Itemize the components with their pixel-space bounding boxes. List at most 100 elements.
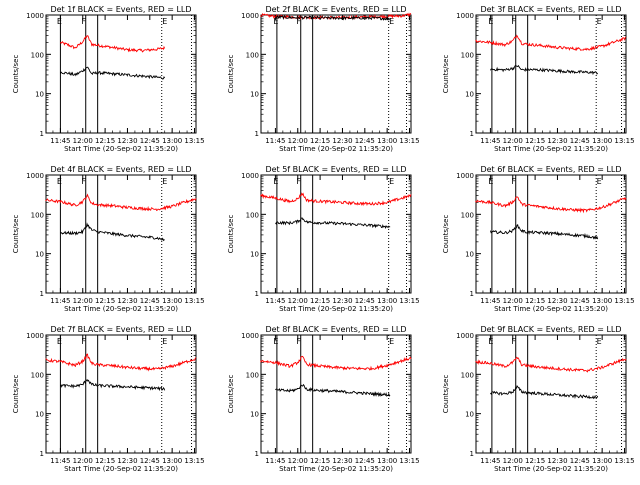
x-tick-label: 13:00 <box>377 457 397 465</box>
panel-title: Det 3f BLACK = Events, RED = LLD <box>480 5 621 14</box>
x-tick-label: 12:45 <box>570 297 590 305</box>
y-tick-label: 100 <box>246 51 259 59</box>
series-events-line <box>275 217 391 230</box>
x-axis-label: Start Time (20-Sep-02 11:35:20) <box>494 465 608 473</box>
panel-det-4: Det 4f BLACK = Events, RED = LLD 1 10 100 10… <box>12 165 205 313</box>
x-axis-label: Start Time (20-Sep-02 11:35:20) <box>494 305 608 313</box>
x-tick-label: 12:15 <box>525 137 545 145</box>
series-events-line <box>59 66 166 80</box>
series-events-line <box>60 222 165 242</box>
x-tick-label: 12:15 <box>525 457 545 465</box>
plot-frame <box>45 174 197 294</box>
y-tick-label: 1000 <box>456 332 474 340</box>
x-tick-label: 13:00 <box>592 457 612 465</box>
panel-title: Det 1f BLACK = Events, RED = LLD <box>50 5 191 14</box>
marker-label-f: F <box>296 177 301 186</box>
marker-label-dotted: E <box>389 177 394 186</box>
x-tick-label: 13:00 <box>162 137 182 145</box>
series-events-line <box>489 224 599 240</box>
y-axis-label: Counts/sec <box>12 375 20 414</box>
x-tick-label: 12:30 <box>117 457 137 465</box>
plot-frame <box>260 174 412 294</box>
plot-frame <box>45 14 197 134</box>
x-tick-label: 13:15 <box>184 457 204 465</box>
x-tick-label: 12:45 <box>140 297 160 305</box>
panel-title: Det 6f BLACK = Events, RED = LLD <box>480 165 621 174</box>
y-tick-label: 10 <box>465 251 474 259</box>
x-tick-label: 12:00 <box>73 297 93 305</box>
x-tick-label: 13:15 <box>184 297 204 305</box>
y-tick-label: 1000 <box>26 332 44 340</box>
x-tick-label: 13:00 <box>377 137 397 145</box>
x-tick-label: 12:15 <box>95 297 115 305</box>
marker-label-e: E <box>57 177 62 186</box>
x-tick-label: 12:15 <box>310 457 330 465</box>
x-tick-label: 12:45 <box>570 457 590 465</box>
marker-label-e: E <box>57 337 62 346</box>
x-tick-label: 12:45 <box>140 137 160 145</box>
y-tick-label: 10 <box>250 411 259 419</box>
panel-det-1: Det 1f BLACK = Events, RED = LLD 1 10 100 10… <box>12 5 205 153</box>
plot-frame <box>45 334 197 454</box>
x-tick-label: 11:45 <box>265 297 285 305</box>
y-axis-label: Counts/sec <box>442 215 450 254</box>
x-tick-label: 13:15 <box>614 457 634 465</box>
marker-label-f: F <box>296 17 301 26</box>
x-tick-label: 12:30 <box>332 137 352 145</box>
marker-label-f: F <box>81 177 86 186</box>
y-axis-label: Counts/sec <box>227 55 235 94</box>
x-tick-label: 12:00 <box>288 137 308 145</box>
y-tick-label: 1000 <box>456 172 474 180</box>
x-tick-label: 11:45 <box>50 137 70 145</box>
series-events-line <box>275 383 391 398</box>
x-tick-label: 12:45 <box>355 137 375 145</box>
x-tick-label: 11:45 <box>50 457 70 465</box>
x-tick-label: 13:00 <box>592 137 612 145</box>
panel-det-9: Det 9f BLACK = Events, RED = LLD 1 10 100 10… <box>442 325 635 473</box>
x-tick-label: 12:45 <box>570 137 590 145</box>
x-tick-label: 12:15 <box>95 137 115 145</box>
x-tick-label: 12:00 <box>288 297 308 305</box>
x-tick-label: 13:00 <box>592 297 612 305</box>
series-lld-line <box>260 192 412 207</box>
x-tick-label: 13:15 <box>614 137 634 145</box>
x-tick-label: 12:30 <box>332 457 352 465</box>
x-tick-label: 11:45 <box>265 457 285 465</box>
y-tick-label: 100 <box>31 51 44 59</box>
marker-label-f: F <box>296 337 301 346</box>
x-axis-label: Start Time (20-Sep-02 11:35:20) <box>279 145 393 153</box>
x-tick-label: 11:45 <box>480 137 500 145</box>
marker-label-e: E <box>488 17 493 26</box>
panel-det-6: Det 6f BLACK = Events, RED = LLD 1 10 100 10… <box>442 165 635 313</box>
x-tick-label: 13:15 <box>399 457 419 465</box>
x-tick-label: 12:30 <box>547 297 567 305</box>
panel-det-5: Det 5f BLACK = Events, RED = LLD 1 10 100 10… <box>227 165 420 313</box>
plot-frame <box>475 334 627 454</box>
x-tick-label: 13:15 <box>614 297 634 305</box>
marker-label-f: F <box>81 17 86 26</box>
x-tick-label: 12:30 <box>332 297 352 305</box>
y-tick-label: 10 <box>465 411 474 419</box>
marker-label-f: F <box>511 337 516 346</box>
marker-label-e: E <box>273 337 278 346</box>
series-lld-line <box>475 356 627 373</box>
x-tick-label: 12:15 <box>310 137 330 145</box>
series-lld-line <box>260 355 412 371</box>
x-tick-label: 13:15 <box>399 137 419 145</box>
y-tick-label: 10 <box>465 91 474 99</box>
x-tick-label: 12:00 <box>288 457 308 465</box>
marker-label-e: E <box>273 17 278 26</box>
panel-title: Det 9f BLACK = Events, RED = LLD <box>480 325 621 334</box>
y-tick-label: 1000 <box>241 172 259 180</box>
y-tick-label: 10 <box>35 411 44 419</box>
x-tick-label: 12:30 <box>547 457 567 465</box>
plot-frame <box>260 14 412 134</box>
y-tick-label: 1 <box>40 290 44 298</box>
x-tick-label: 12:45 <box>140 457 160 465</box>
marker-label-dotted: E <box>389 337 394 346</box>
panel-det-2: Det 2f BLACK = Events, RED = LLD 1 10 100 10… <box>227 5 420 153</box>
marker-label-dotted: E <box>162 177 167 186</box>
x-tick-label: 13:00 <box>377 297 397 305</box>
panel-det-7: Det 7f BLACK = Events, RED = LLD 1 10 100 10… <box>12 325 205 473</box>
series-events-line <box>275 14 391 21</box>
